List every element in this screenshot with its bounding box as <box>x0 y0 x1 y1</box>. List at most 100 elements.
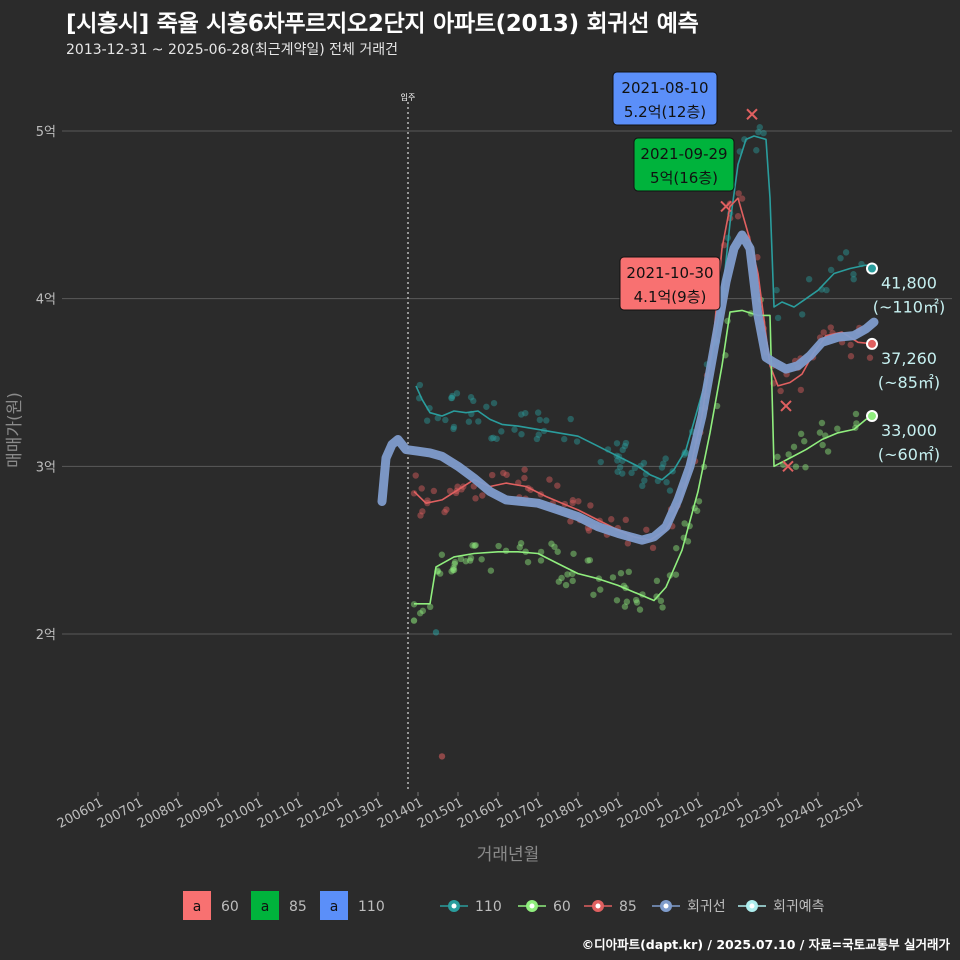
transaction-dot <box>441 508 448 516</box>
transaction-dot <box>641 477 648 484</box>
legend-dot-core <box>451 903 457 909</box>
transaction-dot <box>659 604 666 611</box>
transaction-dot <box>546 476 553 483</box>
transaction-dot <box>623 598 631 605</box>
transaction-dot <box>426 603 434 611</box>
transaction-dot <box>536 416 544 424</box>
transaction-dot <box>658 464 666 471</box>
transaction-dot <box>842 249 850 256</box>
transaction-dot <box>636 606 644 613</box>
transaction-dot <box>472 495 479 502</box>
transaction-dot <box>502 547 510 555</box>
series-endpoint-core <box>868 264 876 273</box>
transaction-dot <box>493 435 500 442</box>
transaction-dot <box>735 190 742 197</box>
transaction-dot <box>738 195 746 202</box>
annotation-box <box>633 137 735 192</box>
legend-swatch-key: a <box>261 899 270 915</box>
high-price-mark <box>746 108 758 120</box>
transaction-dot <box>450 566 458 574</box>
end-label-area: (~60㎡) <box>878 445 940 464</box>
legend-dot-core <box>595 903 601 909</box>
transaction-dot <box>467 394 475 401</box>
transaction-dot <box>410 617 418 624</box>
transaction-dot <box>802 464 809 471</box>
transaction-dot <box>555 578 563 585</box>
transaction-dot <box>684 538 692 545</box>
transaction-dot <box>662 455 669 462</box>
transaction-dot <box>753 147 760 154</box>
transaction-dot <box>436 570 444 577</box>
transaction-dot <box>448 568 455 575</box>
transaction-dot <box>827 266 835 274</box>
transaction-dot <box>423 417 431 424</box>
transaction-dot <box>624 540 632 547</box>
transaction-dot <box>850 271 857 278</box>
transaction-dot <box>823 286 830 294</box>
transaction-dot <box>801 438 808 445</box>
series-endpoint-core <box>868 412 876 421</box>
transaction-dot <box>570 550 577 557</box>
transaction-dot <box>617 569 625 577</box>
transaction-dot <box>609 574 617 581</box>
transaction-dot <box>774 314 782 322</box>
transaction-dot <box>792 463 800 470</box>
transaction-dot <box>660 460 667 467</box>
transaction-dot <box>472 541 479 549</box>
series-line-60 <box>414 309 875 605</box>
transaction-dot <box>569 497 577 504</box>
transaction-dot <box>450 423 458 431</box>
annotation-2021-10-30: 2021-10-30 4.1억(9층) <box>619 256 721 311</box>
annotation-2021-08-10: 2021-08-10 5.2억(12층) <box>612 71 718 126</box>
transaction-dot <box>489 471 496 479</box>
transaction-dot <box>432 629 440 636</box>
transaction-dot <box>820 329 827 336</box>
transaction-dot <box>837 254 844 262</box>
y-tick-label: 4억 <box>36 293 56 308</box>
series-endpoint-core <box>868 339 876 348</box>
annotation-2021-09-29: 2021-09-29 5억(16층) <box>633 137 735 192</box>
move-in-label: 입주 <box>401 93 416 102</box>
legend-label: 회귀선 <box>687 899 726 915</box>
transaction-dot <box>443 506 450 513</box>
transaction-dot <box>518 430 525 438</box>
transaction-dot <box>450 564 457 571</box>
transaction-dot <box>633 599 641 606</box>
transaction-dot <box>586 556 594 564</box>
transaction-dot <box>653 577 661 585</box>
high-price-mark <box>780 400 792 412</box>
transaction-dot <box>522 409 529 417</box>
legend-swatch <box>320 891 348 920</box>
legend-swatch <box>251 891 279 920</box>
transaction-dot <box>478 556 485 563</box>
transaction-dot <box>777 387 784 395</box>
transaction-dot <box>587 502 594 509</box>
transaction-dot <box>673 544 680 552</box>
transaction-dot <box>534 409 542 416</box>
transaction-dot <box>558 574 565 582</box>
transaction-dot <box>590 591 597 598</box>
transaction-dot <box>537 557 545 564</box>
transaction-dot <box>785 451 792 458</box>
transaction-dot <box>640 459 648 467</box>
transaction-dot <box>760 129 767 137</box>
end-label-area: (~110㎡) <box>873 297 945 316</box>
transaction-dot <box>564 571 571 578</box>
transaction-dot <box>663 478 670 486</box>
annotation-box <box>612 71 718 126</box>
transaction-dot <box>799 311 806 318</box>
transaction-dot <box>774 453 781 461</box>
transaction-dot <box>625 568 632 576</box>
transaction-dot <box>448 394 455 402</box>
transaction-dot <box>613 597 621 604</box>
transaction-dot <box>471 542 478 549</box>
transaction-dot <box>608 516 615 523</box>
annotation-price: 5억(16층) <box>650 169 718 187</box>
transaction-dot <box>418 485 425 492</box>
annotation-date: 2021-09-29 <box>640 145 727 163</box>
transaction-dot <box>569 577 576 585</box>
end-label-value: 37,260 <box>881 349 937 368</box>
end-label-value: 33,000 <box>881 421 937 440</box>
end-label-area: (~85㎡) <box>878 373 940 392</box>
